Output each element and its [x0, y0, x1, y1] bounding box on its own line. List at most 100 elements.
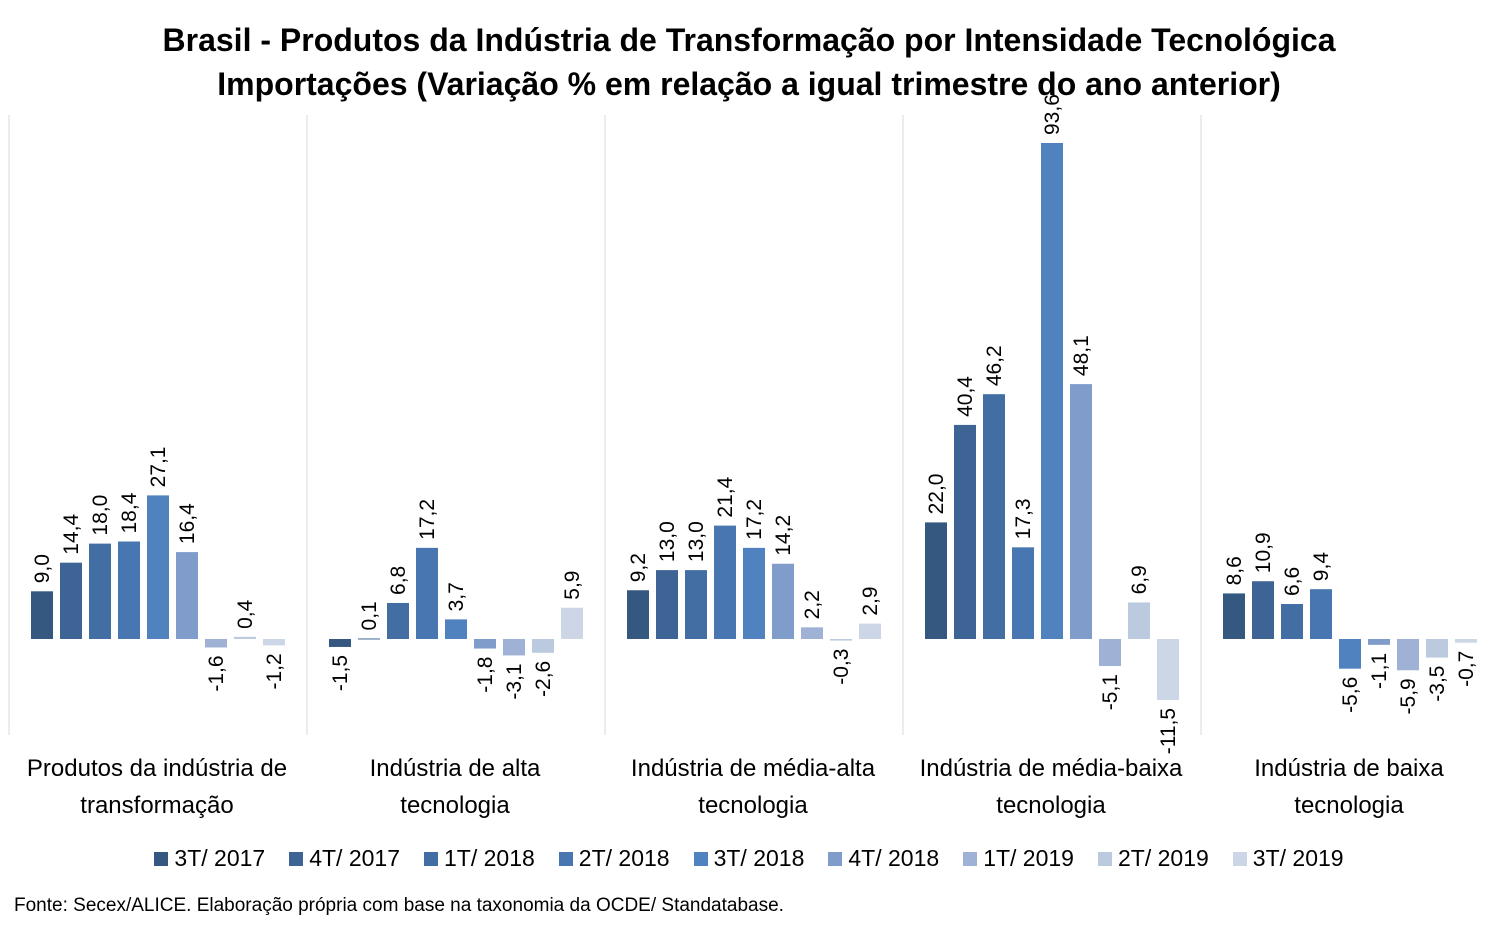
legend-swatch — [424, 851, 438, 866]
bar — [656, 570, 678, 639]
data-label: -5,1 — [1099, 674, 1122, 710]
data-label: 48,1 — [1070, 335, 1093, 376]
data-label: 27,1 — [147, 447, 170, 488]
bar — [1310, 589, 1332, 639]
legend-swatch — [1232, 851, 1247, 866]
category-label: Indústria de baixa tecnologia — [1201, 750, 1497, 824]
bar — [685, 570, 707, 639]
data-label: -1,8 — [474, 657, 497, 693]
bar — [474, 639, 496, 649]
legend-swatch — [963, 851, 978, 866]
legend-item: 3T/ 2018 — [693, 845, 805, 872]
category-label-line: Indústria de baixa — [1254, 755, 1444, 782]
bar — [1455, 639, 1477, 643]
category-label-line: Indústria de média-alta — [630, 755, 876, 782]
bar — [561, 607, 583, 639]
bar — [830, 639, 852, 641]
bar — [772, 563, 794, 639]
bar — [1368, 639, 1390, 645]
bar — [416, 547, 438, 639]
legend-item: 3T/ 2019 — [1232, 845, 1344, 872]
data-label: -3,5 — [1426, 666, 1449, 702]
data-label: 93,6 — [1041, 94, 1064, 135]
legend-item: 1T/ 2018 — [424, 845, 535, 872]
data-label: 9,2 — [627, 553, 650, 582]
bar — [234, 636, 256, 639]
data-label: -0,3 — [830, 649, 853, 685]
bar — [358, 638, 380, 640]
legend-label: 4T/ 2018 — [848, 845, 940, 871]
bar — [1339, 639, 1361, 669]
data-label: 17,3 — [1012, 498, 1035, 539]
bar — [1252, 581, 1274, 639]
data-label: 3,7 — [445, 582, 468, 611]
data-label: 18,4 — [118, 492, 141, 533]
category-label: Indústria de média-baixa tecnologia — [903, 750, 1199, 824]
data-label: -2,6 — [532, 661, 555, 697]
chart-title-line1: Brasil - Produtos da Indústria de Transf… — [162, 22, 1336, 58]
legend-swatch — [1097, 851, 1112, 866]
bar — [532, 639, 554, 653]
category-label-line: Indústria de alta — [369, 755, 541, 782]
data-label: 14,2 — [772, 515, 795, 556]
bar — [1397, 639, 1419, 671]
data-label: -0,7 — [1455, 651, 1478, 687]
category-label: Indústria de alta tecnologia — [307, 750, 603, 824]
bar — [1157, 639, 1179, 700]
legend-item: 2T/ 2018 — [558, 845, 670, 872]
data-label: -5,6 — [1339, 677, 1362, 713]
data-label: 17,2 — [416, 499, 439, 540]
data-label: 46,2 — [983, 345, 1006, 386]
legend-swatch — [693, 851, 708, 866]
data-label: 10,9 — [1252, 532, 1275, 573]
bar — [89, 543, 111, 639]
legend-label: 3T/ 2017 — [174, 845, 266, 871]
data-label: 14,4 — [60, 513, 83, 554]
bar — [1128, 602, 1150, 639]
bar — [801, 627, 823, 639]
bar — [205, 639, 227, 648]
source-note: Fonte: Secex/ALICE. Elaboração própria c… — [14, 895, 784, 916]
bar — [714, 525, 736, 639]
bar — [1099, 639, 1121, 667]
bar — [263, 639, 285, 646]
data-label: 9,4 — [1310, 552, 1333, 582]
legend: 3T/ 2017 4T/ 2017 1T/ 2018 2T/ 2018 3T/ 2018… — [0, 845, 1498, 872]
legend-item: 4T/ 2017 — [289, 845, 400, 872]
category-label-line: tecnologia — [996, 792, 1106, 819]
bar — [743, 547, 765, 639]
bar — [1012, 547, 1034, 639]
data-label: -1,2 — [263, 653, 286, 689]
legend-item: 1T/ 2019 — [963, 845, 1074, 872]
data-label: 0,1 — [358, 601, 381, 630]
bar — [118, 541, 140, 639]
chart-title-line2: Importações (Variação % em relação a igu… — [217, 66, 1281, 102]
bar — [859, 623, 881, 639]
legend-swatch — [289, 851, 304, 866]
bar — [1041, 143, 1063, 639]
legend-swatch — [154, 851, 169, 866]
bar — [445, 619, 467, 639]
bar — [329, 639, 351, 647]
data-label: 2,9 — [859, 586, 882, 615]
legend-label: 3T/ 2018 — [713, 845, 805, 871]
bar — [1223, 593, 1245, 639]
bar — [147, 495, 169, 639]
legend-item: 2T/ 2019 — [1097, 845, 1209, 872]
category-label-line: tecnologia — [1294, 792, 1404, 819]
category-label-line: tecnologia — [400, 792, 510, 819]
legend-label: 1T/ 2019 — [983, 845, 1074, 871]
data-label: -5,9 — [1397, 678, 1420, 714]
category-label: Produtos da indústria de transformação — [9, 750, 305, 824]
data-label: 6,8 — [387, 566, 410, 595]
data-label: -11,5 — [1157, 708, 1180, 754]
bar — [176, 552, 198, 639]
data-label: 6,6 — [1281, 567, 1304, 596]
bar — [627, 590, 649, 639]
data-label: 5,9 — [561, 571, 584, 600]
bar — [1426, 639, 1448, 658]
data-label: -1,6 — [205, 655, 228, 691]
category-label-line: transformação — [80, 792, 234, 819]
bar — [503, 639, 525, 656]
